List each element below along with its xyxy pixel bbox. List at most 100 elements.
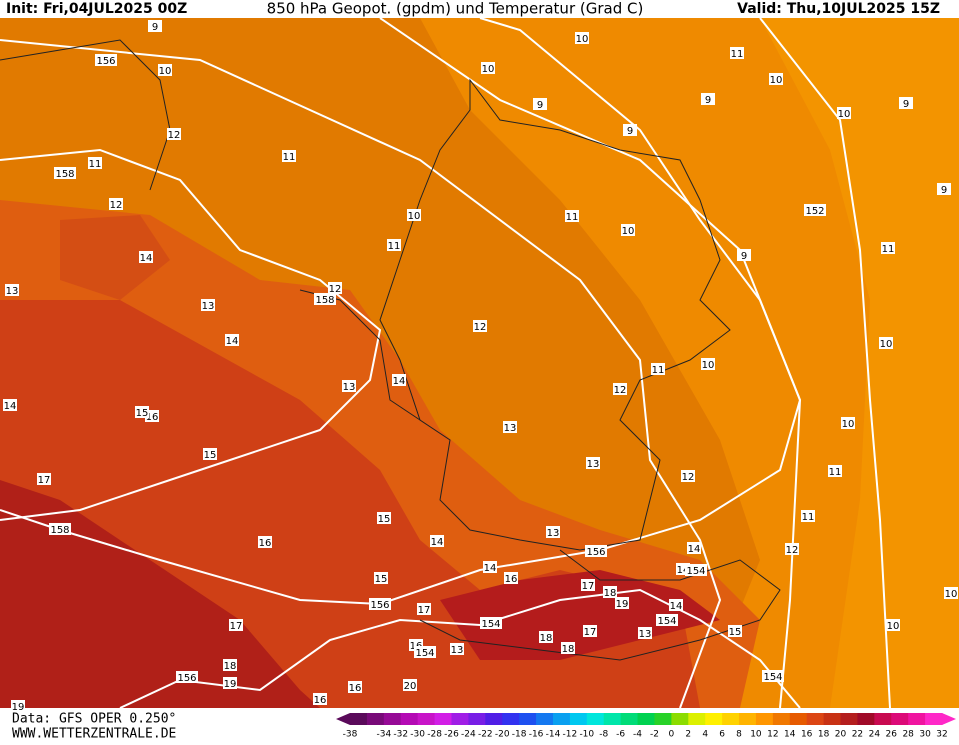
contour-label: 154	[481, 619, 500, 630]
colorbar-swatch	[705, 713, 723, 725]
contour-label: 13	[451, 645, 464, 656]
contour-label: 10	[159, 66, 172, 77]
colorbar-swatch	[586, 713, 605, 725]
colorbar-swatch	[688, 713, 706, 725]
colorbar-tick-label: -8	[599, 730, 608, 740]
contour-label: 15	[729, 627, 742, 638]
label-box	[139, 251, 153, 263]
colorbar-swatch	[603, 713, 622, 725]
contour-label: 10	[408, 211, 421, 222]
label-box	[575, 32, 589, 44]
label-box	[565, 210, 579, 222]
colorbar-tick-label: 32	[936, 730, 947, 740]
contour-label: 15	[204, 450, 217, 461]
label-box	[5, 284, 19, 296]
contour-label: 15	[375, 574, 388, 585]
colorbar-swatch	[772, 713, 791, 725]
label-box	[374, 572, 388, 584]
label-box	[701, 93, 715, 105]
label-box	[3, 399, 17, 411]
label-box	[229, 619, 243, 631]
contour-label: 9	[705, 95, 711, 106]
colorbar-tick-label: -16	[529, 730, 544, 740]
colorbar-swatch	[417, 713, 436, 725]
label-box	[841, 417, 855, 429]
contour-label: 10	[702, 360, 715, 371]
label-box	[54, 167, 76, 179]
colorbar-tick-label: -24	[461, 730, 476, 740]
contour-label: 9	[152, 22, 158, 33]
label-box	[377, 512, 391, 524]
label-box	[417, 603, 431, 615]
contour-label: 14	[4, 401, 17, 412]
colorbar-swatch	[468, 713, 486, 725]
colorbar-tick-label: 10	[750, 730, 762, 740]
contour-label: 13	[639, 629, 652, 640]
contour-label: 12	[786, 545, 799, 556]
contour-label: 154	[415, 648, 434, 659]
contour-label: 11	[89, 159, 102, 170]
colorbar-tick-label: -6	[616, 730, 625, 740]
colorbar-tick-label: -34	[376, 730, 391, 740]
contour-label: 11	[566, 212, 579, 223]
label-box	[638, 627, 652, 639]
contour-label: 11	[388, 241, 401, 252]
contour-label: 11	[802, 512, 815, 523]
label-box	[899, 97, 913, 109]
label-box	[615, 597, 629, 609]
contour-label: 16	[259, 538, 272, 549]
colorbar-swatch	[806, 713, 825, 725]
colorbar-tick-label: -14	[546, 730, 561, 740]
label-box	[158, 64, 172, 76]
contour-label: 18	[562, 644, 575, 655]
label-box	[258, 536, 272, 548]
label-box	[11, 700, 25, 712]
label-box	[148, 20, 162, 32]
contour-label: 10	[887, 621, 900, 632]
contour-label: 152	[805, 206, 824, 217]
colorbar-tick-label: -28	[427, 730, 442, 740]
colorbar-swatch	[519, 713, 537, 725]
label-box	[651, 363, 665, 375]
colorbar-tick-label: 6	[719, 730, 725, 740]
label-box	[881, 242, 895, 254]
contour-label: 10	[838, 109, 851, 120]
colorbar: -38 -34 -32 -30 -28 -26 -24 -22 -20 -18 -16 -14 -12-…	[336, 713, 956, 740]
colorbar-swatch	[908, 713, 926, 725]
contour-label: 10	[842, 419, 855, 430]
label-box	[225, 334, 239, 346]
label-box	[314, 293, 336, 305]
label-box	[801, 510, 815, 522]
label-box	[828, 465, 842, 477]
contour-label: 9	[537, 100, 543, 111]
contour-label: 9	[741, 251, 747, 262]
contour-label: 15	[378, 514, 391, 525]
contour-label: 14	[140, 253, 153, 264]
label-box	[387, 239, 401, 251]
colorbar-tick-label: 4	[702, 730, 708, 740]
colorbar-swatch	[857, 713, 875, 725]
colorbar-tick-label: -20	[495, 730, 510, 740]
contour-label: 158	[55, 169, 74, 180]
contour-label: 11	[731, 49, 744, 60]
contour-label: 10	[880, 339, 893, 350]
colorbar-tick-label: -38	[343, 730, 358, 740]
contour-label: 19	[224, 679, 237, 690]
label-box	[539, 631, 553, 643]
label-box	[533, 98, 547, 110]
contour-label: 10	[482, 64, 495, 75]
contour-label: 14	[688, 544, 701, 555]
contour-label: 156	[96, 56, 115, 67]
colorbar-swatch	[840, 713, 858, 725]
map-title: 850 hPa Geopot. (gpdm) und Temperatur (G…	[267, 0, 644, 18]
label-box	[167, 128, 181, 140]
contour-label: 9	[941, 185, 947, 196]
contour-label: 13	[343, 382, 356, 393]
contour-label: 12	[682, 472, 695, 483]
colorbar-swatch	[671, 713, 689, 725]
contour-label: 16	[505, 574, 518, 585]
label-box	[282, 150, 296, 162]
contour-label: 20	[404, 681, 417, 692]
contour-label: 14	[670, 601, 683, 612]
